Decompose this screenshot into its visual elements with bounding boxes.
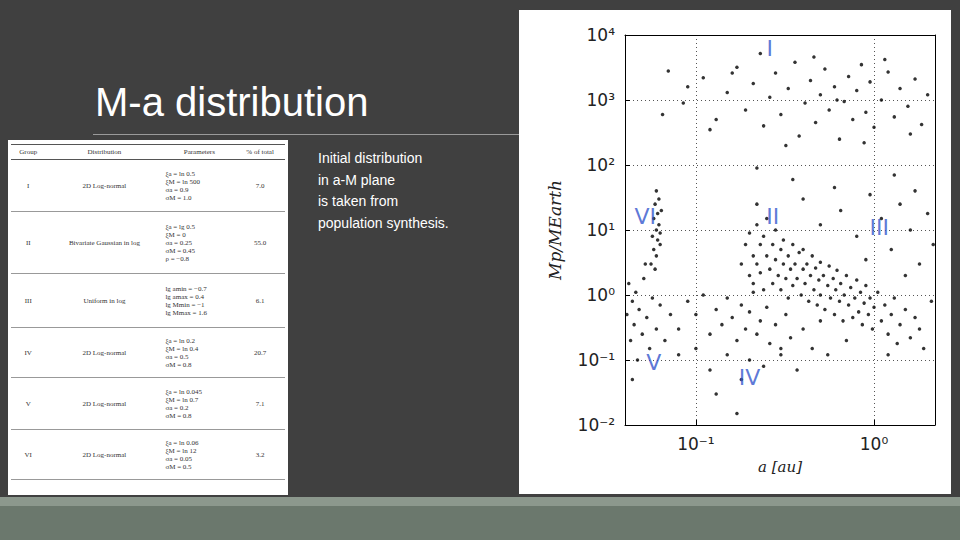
html-text:ρ = −0.8: ρ = −0.8 <box>165 254 189 263</box>
html-text:% of total: % of total <box>246 148 274 156</box>
html-text:σM = 0.5: σM = 0.5 <box>165 462 192 471</box>
html-text:σa = 0.2: σa = 0.2 <box>165 403 189 412</box>
html-text:σM = 0.8: σM = 0.8 <box>165 411 192 420</box>
svg-text:Mp/MEarth: Mp/MEarth <box>545 180 565 281</box>
svg-text:10⁰: 10⁰ <box>860 434 889 454</box>
html-text:σa = 0.5: σa = 0.5 <box>165 352 189 361</box>
html-text:ξa = ln 0.5: ξa = ln 0.5 <box>165 169 195 178</box>
html-text:ξa = ln 0.2: ξa = ln 0.2 <box>165 336 195 345</box>
html-text:σM = 0.45: σM = 0.45 <box>165 246 196 255</box>
html-text:σM = 1.0: σM = 1.0 <box>165 193 192 202</box>
svg-text:10⁻¹: 10⁻¹ <box>677 434 714 454</box>
html-text:ξa = ln 0.06: ξa = ln 0.06 <box>165 438 199 447</box>
svg-text:VI: VI <box>635 204 657 229</box>
html-text:20.7: 20.7 <box>254 348 267 357</box>
html-text:6.1: 6.1 <box>255 296 265 305</box>
html-text:III: III <box>24 296 32 305</box>
svg-text:I: I <box>767 36 774 61</box>
html-text:7.1: 7.1 <box>255 399 265 408</box>
html-text:ξa = lg 0.5: ξa = lg 0.5 <box>165 222 195 231</box>
html-text:Bivariate Gaussian in log: Bivariate Gaussian in log <box>68 238 140 247</box>
html-text:ξM = ln 0.4: ξM = ln 0.4 <box>165 344 199 353</box>
html-text:in a-M plane: in a-M plane <box>318 171 395 188</box>
html-text:ξM = 0: ξM = 0 <box>165 230 186 239</box>
html-text:lg amin = −0.7: lg amin = −0.7 <box>165 284 207 293</box>
svg-text:a [au]: a [au] <box>758 458 802 476</box>
html-text:ξM = ln 500: ξM = ln 500 <box>165 177 200 186</box>
html-text:lg Mmax = 1.6: lg Mmax = 1.6 <box>165 308 208 317</box>
html-text:2D Log-normal: 2D Log-normal <box>82 450 127 459</box>
html-text:55.0: 55.0 <box>254 238 267 247</box>
html-text:II: II <box>25 238 31 247</box>
html-text:M-a distribution: M-a distribution <box>95 80 369 124</box>
html-text:IV: IV <box>24 348 32 357</box>
html-text:σa = 0.05: σa = 0.05 <box>165 454 192 463</box>
html-text:3.2: 3.2 <box>255 450 265 459</box>
svg-text:10⁻²: 10⁻² <box>578 415 615 435</box>
html-text:ξa = ln 0.045: ξa = ln 0.045 <box>165 387 202 396</box>
html-text:σM = 0.8: σM = 0.8 <box>165 360 192 369</box>
html-text:Distribution: Distribution <box>87 148 122 156</box>
html-text:lg Mmin = −1: lg Mmin = −1 <box>165 300 205 309</box>
html-text:ξM = ln 12: ξM = ln 12 <box>165 446 197 455</box>
html-text:σa = 0.9: σa = 0.9 <box>165 185 189 194</box>
html-text:ξM = ln 0.7: ξM = ln 0.7 <box>165 395 199 404</box>
html-text:I: I <box>27 181 30 190</box>
html-text:Initial distribution: Initial distribution <box>318 150 423 166</box>
html-text:2D Log-normal: 2D Log-normal <box>82 181 127 190</box>
svg-text:V: V <box>646 350 661 375</box>
html-text:is taken from: is taken from <box>318 193 399 209</box>
html-text:VI: VI <box>24 450 32 459</box>
svg-text:10⁻¹: 10⁻¹ <box>578 350 615 370</box>
html-text:lg amax = 0.4: lg amax = 0.4 <box>165 292 204 301</box>
html-text:7.0: 7.0 <box>255 181 265 190</box>
svg-text:10³: 10³ <box>587 90 615 110</box>
html-text:population synthesis.: population synthesis. <box>318 214 449 231</box>
svg-text:10²: 10² <box>587 155 615 175</box>
html-text:Group: Group <box>19 148 38 156</box>
svg-text:II: II <box>766 204 779 229</box>
html-text:σa = 0.25: σa = 0.25 <box>165 238 192 247</box>
svg-text:III: III <box>870 215 889 240</box>
svg-text:10⁴: 10⁴ <box>587 25 616 45</box>
html-text:Parameters: Parameters <box>183 148 215 156</box>
html-text:Uniform in log: Uniform in log <box>83 296 126 305</box>
svg-text:10¹: 10¹ <box>587 220 615 240</box>
html-text:V: V <box>25 399 31 408</box>
html-text:2D Log-normal: 2D Log-normal <box>82 399 127 408</box>
svg-text:10⁰: 10⁰ <box>587 285 616 305</box>
html-text:2D Log-normal: 2D Log-normal <box>82 348 127 357</box>
svg-text:IV: IV <box>739 365 761 390</box>
